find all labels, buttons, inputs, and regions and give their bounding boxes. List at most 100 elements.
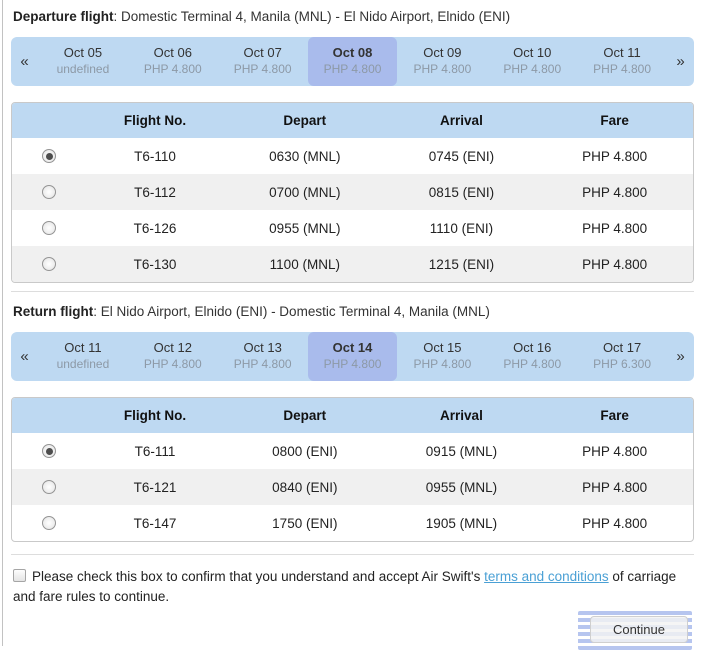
date-option[interactable]: Oct 11 PHP 4.800: [577, 37, 667, 86]
date-option[interactable]: Oct 10 PHP 4.800: [487, 37, 577, 86]
date-price: undefined: [56, 357, 110, 372]
col-arrival: Arrival: [440, 408, 483, 423]
depart-time: 0800 (ENI): [272, 443, 338, 459]
return-label: Return flight: [13, 304, 94, 319]
prev-dates-icon[interactable]: «: [20, 53, 29, 70]
flight-radio[interactable]: [42, 480, 57, 494]
flight-radio[interactable]: [42, 516, 57, 530]
arrival-time: 0815 (ENI): [428, 184, 495, 200]
date-option[interactable]: Oct 08 PHP 4.800: [307, 37, 398, 86]
date-option[interactable]: Oct 05 undefined: [38, 37, 128, 86]
continue-glitch-artifact: Continue: [577, 611, 693, 650]
col-depart: Depart: [283, 408, 327, 423]
return-date-carousel: « Oct 11 undefined Oct 12 PHP 4.800 Oct …: [11, 332, 694, 381]
flight-row: T6-147 1750 (ENI) 1905 (MNL) PHP 4.800: [12, 505, 693, 541]
date-price: PHP 4.800: [503, 357, 562, 372]
date-label: Oct 11: [64, 340, 102, 356]
return-route: : El Nido Airport, Elnido (ENI) - Domest…: [93, 304, 490, 319]
flight-no: T6-110: [134, 148, 176, 164]
arrival-time: 1215 (ENI): [428, 256, 495, 272]
date-price: PHP 4.800: [413, 62, 472, 77]
terms-checkbox[interactable]: [13, 569, 26, 582]
flight-radio[interactable]: [42, 185, 57, 199]
date-label: Oct 13: [243, 340, 282, 356]
next-dates-icon[interactable]: »: [676, 53, 685, 70]
arrival-time: 1905 (MNL): [425, 515, 498, 531]
confirm-text-after: of carriage and fare rules to continue.: [13, 569, 677, 604]
flight-no: T6-126: [133, 220, 177, 236]
depart-time: 0630 (MNL): [269, 148, 341, 164]
date-option[interactable]: Oct 09 PHP 4.800: [397, 37, 487, 86]
flight-row: T6-121 0840 (ENI) 0955 (MNL) PHP 4.800: [12, 469, 693, 505]
date-price: PHP 4.800: [323, 62, 382, 77]
date-price: PHP 4.800: [143, 357, 202, 372]
col-arrival: Arrival: [440, 113, 483, 128]
date-price: PHP 4.800: [143, 62, 202, 77]
depart-time: 0700 (MNL): [269, 184, 341, 200]
flight-row: T6-110 0630 (MNL) 0745 (ENI) PHP 4.800: [12, 138, 693, 174]
depart-time: 1750 (ENI): [272, 515, 338, 531]
arrival-time: 0915 (MNL): [425, 443, 498, 459]
depart-time: 0955 (MNL): [269, 220, 341, 236]
date-option[interactable]: Oct 15 PHP 4.800: [397, 332, 487, 381]
continue-button[interactable]: Continue: [589, 616, 688, 644]
terms-confirm-line: Please check this box to confirm that yo…: [13, 567, 692, 606]
date-price: PHP 4.800: [413, 357, 472, 372]
departure-date-carousel: « Oct 05 undefined Oct 06 PHP 4.800 Oct …: [11, 37, 694, 86]
col-depart: Depart: [283, 113, 327, 128]
date-option[interactable]: Oct 12 PHP 4.800: [128, 332, 218, 381]
departure-table-body: T6-110 0630 (MNL) 0745 (ENI) PHP 4.800 T…: [12, 138, 693, 282]
date-label: Oct 09: [423, 45, 462, 61]
flight-row: T6-126 0955 (MNL) 1110 (ENI) PHP 4.800: [12, 210, 693, 246]
footer-divider: [11, 554, 694, 555]
departure-section-title: Departure flight: Domestic Terminal 4, M…: [13, 9, 694, 24]
flight-no: T6-121: [133, 479, 177, 495]
flight-no: T6-147: [133, 515, 177, 531]
date-option[interactable]: Oct 11 undefined: [38, 332, 128, 381]
date-option[interactable]: Oct 13 PHP 4.800: [218, 332, 308, 381]
arrival-time: 1110 (ENI): [429, 220, 494, 236]
col-flight-no: Flight No.: [123, 408, 187, 423]
date-label: Oct 14: [332, 340, 373, 356]
departure-date-list: Oct 05 undefined Oct 06 PHP 4.800 Oct 07…: [38, 37, 667, 86]
prev-dates-icon[interactable]: «: [20, 348, 29, 365]
radio-cell: [12, 185, 87, 199]
flight-radio[interactable]: [42, 221, 57, 235]
date-label: Oct 07: [243, 45, 282, 61]
date-option[interactable]: Oct 17 PHP 6.300: [577, 332, 667, 381]
date-price: PHP 4.800: [503, 62, 562, 77]
departure-flight-table: Flight No. Depart Arrival Fare T6-110 06…: [11, 102, 694, 283]
flight-radio[interactable]: [42, 257, 57, 271]
date-option[interactable]: Oct 14 PHP 4.800: [307, 332, 398, 381]
col-fare: Fare: [600, 113, 629, 128]
date-label: Oct 08: [332, 45, 373, 61]
fare: PHP 4.800: [582, 515, 648, 531]
date-price: PHP 6.300: [593, 357, 651, 372]
date-price: undefined: [56, 62, 110, 77]
section-divider: [11, 291, 694, 292]
flight-no: T6-112: [134, 184, 176, 200]
date-option[interactable]: Oct 16 PHP 4.800: [487, 332, 577, 381]
departure-route: : Domestic Terminal 4, Manila (MNL) - El…: [113, 9, 511, 24]
fare: PHP 4.800: [582, 148, 648, 164]
date-label: Oct 06: [153, 45, 192, 61]
depart-time: 1100 (MNL): [269, 256, 340, 272]
flight-row: T6-112 0700 (MNL) 0815 (ENI) PHP 4.800: [12, 174, 693, 210]
fare: PHP 4.800: [582, 443, 648, 459]
col-fare: Fare: [600, 408, 629, 423]
date-option[interactable]: Oct 06 PHP 4.800: [128, 37, 218, 86]
confirm-text-before: Please check this box to confirm that yo…: [32, 569, 485, 584]
flight-row: T6-111 0800 (ENI) 0915 (MNL) PHP 4.800: [12, 433, 693, 469]
date-option[interactable]: Oct 07 PHP 4.800: [218, 37, 308, 86]
terms-link[interactable]: terms and conditions: [484, 569, 609, 584]
next-dates-icon[interactable]: »: [676, 348, 685, 365]
date-label: Oct 11: [603, 45, 641, 61]
date-label: Oct 05: [63, 45, 103, 61]
radio-cell: [12, 221, 87, 235]
date-label: Oct 16: [513, 340, 552, 356]
flight-radio[interactable]: [42, 444, 57, 458]
flight-radio[interactable]: [42, 149, 57, 163]
fare: PHP 4.800: [582, 256, 648, 272]
col-flight-no: Flight No.: [123, 113, 187, 128]
